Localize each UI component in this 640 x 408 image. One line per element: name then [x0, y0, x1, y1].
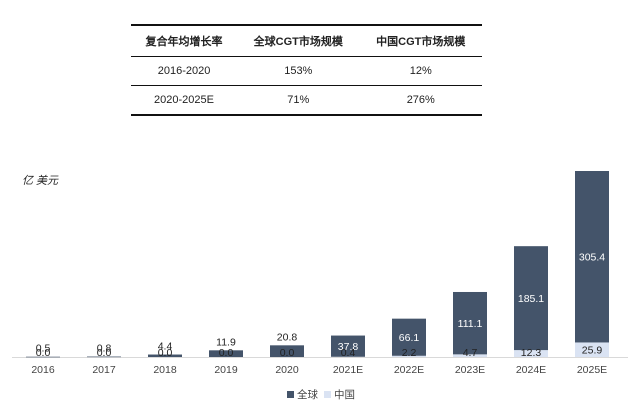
bar-global — [26, 356, 60, 358]
bar-global — [575, 171, 609, 343]
bar-china — [392, 355, 426, 357]
bar-global — [331, 335, 365, 357]
bar-global — [209, 350, 243, 357]
table-row: 2020-2025E 71% 276% — [131, 85, 482, 116]
data-label-global: 0.5 — [36, 343, 51, 355]
bar-china — [453, 354, 487, 357]
bar-global — [148, 354, 182, 357]
data-label-global: 11.9 — [216, 336, 236, 348]
data-label-china: 0.0 — [158, 347, 173, 359]
cell-china: 12% — [359, 56, 482, 86]
header-global: 全球CGT市场规模 — [237, 24, 360, 57]
data-label-china: 0.4 — [341, 347, 356, 359]
legend-label-global: 全球 — [297, 388, 318, 401]
x-tick-label: 2023E — [455, 364, 485, 376]
data-label-global: 305.4 — [579, 252, 605, 264]
x-tick-label: 2019 — [214, 364, 238, 376]
cagr-table: 复合年均增长率 全球CGT市场规模 中国CGT市场规模 2016-2020 15… — [131, 24, 482, 116]
data-label-global: 111.1 — [458, 318, 483, 330]
data-label-china: 25.9 — [582, 345, 603, 357]
bar-china — [514, 350, 548, 357]
header-cagr: 复合年均增长率 — [131, 24, 238, 57]
data-label-china: 0.0 — [36, 347, 51, 359]
bar-global — [392, 318, 426, 356]
bar-global — [270, 345, 304, 357]
x-tick-label: 2017 — [92, 364, 116, 376]
data-label-china: 4.7 — [463, 347, 478, 359]
data-label-china: 2.2 — [402, 347, 417, 359]
cell-global: 71% — [237, 85, 360, 116]
data-label-global: 66.1 — [399, 332, 420, 344]
x-tick-label: 2021E — [333, 364, 363, 376]
data-label-china: 12.3 — [521, 347, 542, 359]
cell-global: 153% — [237, 56, 360, 86]
x-tick-label: 2018 — [153, 364, 177, 376]
cell-period: 2016-2020 — [131, 56, 238, 86]
cell-period: 2020-2025E — [131, 85, 238, 116]
data-label-china: 0.0 — [97, 347, 112, 359]
legend-swatch-global — [287, 391, 294, 398]
x-tick-label: 2025E — [577, 364, 607, 376]
bar-china — [575, 342, 609, 357]
cell-china: 276% — [359, 85, 482, 116]
unit-label: 亿 美元 — [22, 175, 59, 187]
x-tick-label: 2016 — [31, 364, 55, 376]
x-tick-label: 2024E — [516, 364, 546, 376]
x-tick-label: 2020 — [275, 364, 299, 376]
data-label-global: 4.4 — [158, 341, 173, 353]
data-label-global: 185.1 — [518, 293, 544, 305]
bar-global — [514, 246, 548, 351]
legend: 全球 中国 — [287, 388, 355, 401]
legend-label-china: 中国 — [334, 388, 355, 401]
bar-global — [87, 356, 121, 358]
table-row: 2016-2020 153% 12% — [131, 56, 482, 86]
legend-swatch-china — [324, 391, 331, 398]
table-header-row: 复合年均增长率 全球CGT市场规模 中国CGT市场规模 — [131, 24, 482, 57]
data-label-china: 0.0 — [280, 347, 295, 359]
bar-global — [453, 291, 487, 355]
header-china: 中国CGT市场规模 — [359, 24, 482, 57]
data-label-global: 0.8 — [97, 343, 112, 355]
x-tick-label: 2022E — [394, 364, 424, 376]
data-label-global: 37.8 — [338, 341, 359, 353]
data-label-china: 0.0 — [219, 347, 234, 359]
data-label-global: 20.8 — [277, 331, 298, 343]
